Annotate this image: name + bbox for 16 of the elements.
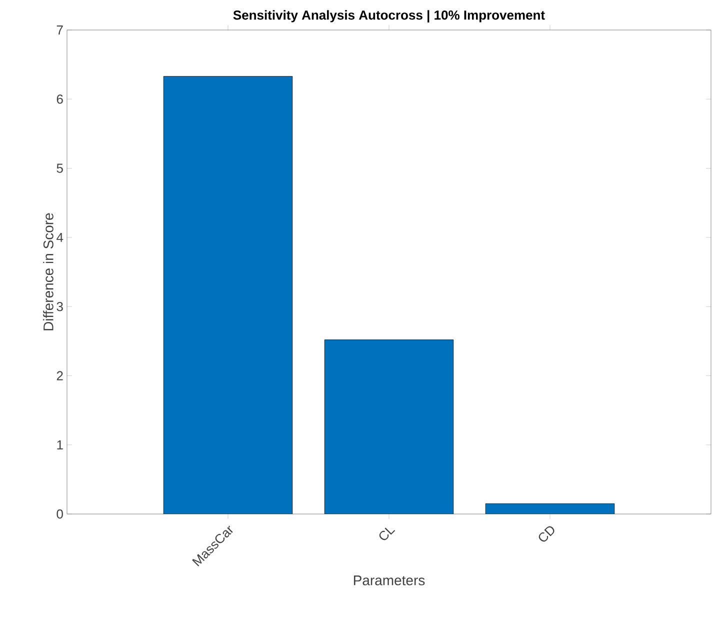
y-tick-label: 7: [56, 26, 63, 34]
y-tick-label: 6: [56, 94, 63, 104]
x-axis-title: Parameters: [354, 576, 425, 586]
x-tick-label: CD: [538, 526, 554, 542]
bar: [324, 340, 454, 514]
x-tick-label: CL: [379, 528, 396, 540]
y-tick-label: 0: [56, 509, 63, 519]
y-tick-label: 3: [56, 302, 63, 312]
y-tick-label: 2: [56, 371, 63, 380]
y-tick-label: 5: [56, 164, 63, 173]
bar: [164, 76, 292, 514]
y-tick-label: 1: [57, 440, 63, 450]
y-tick-label: 4: [56, 232, 64, 242]
bar: [485, 503, 615, 514]
chart-title: Sensitivity Analysis Autocross | 10% Improvement: [233, 10, 545, 22]
y-axis-title: Difference in Score: [43, 213, 54, 330]
